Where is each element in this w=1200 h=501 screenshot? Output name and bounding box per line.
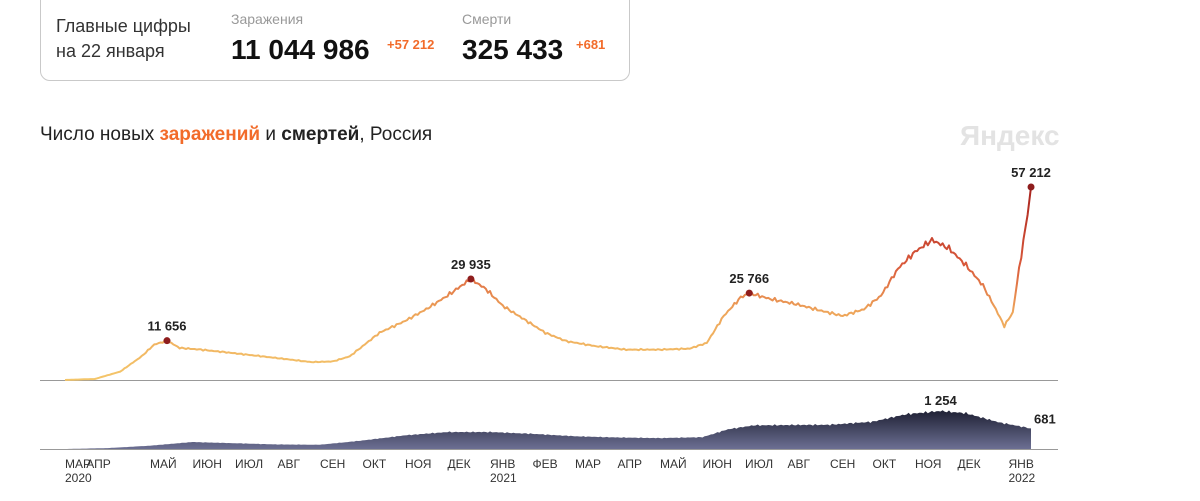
infections-peak-label: 25 766 xyxy=(729,271,769,286)
x-tick-label: ОКТ xyxy=(363,457,387,471)
x-tick-label: АВГ xyxy=(278,457,301,471)
title-text: и xyxy=(260,124,282,145)
yandex-watermark: Яндекс xyxy=(960,120,1060,151)
x-tick-label: АПР xyxy=(86,457,111,471)
infections-label: Заражения xyxy=(231,11,304,27)
deaths-area xyxy=(65,410,1031,449)
x-tick-label: ДЕК xyxy=(958,457,981,471)
x-tick-label: ФЕВ xyxy=(533,457,558,471)
title-text: Число новых xyxy=(40,124,160,145)
title-infections: заражений xyxy=(159,124,261,145)
summary-date: на 22 января xyxy=(56,41,165,61)
x-tick-label: ЯНВ xyxy=(490,457,515,471)
x-tick-label: АВГ xyxy=(788,457,811,471)
x-tick-label: НОЯ xyxy=(405,457,431,471)
deaths-label: Смерти xyxy=(462,11,512,27)
x-tick-label: ОКТ xyxy=(873,457,897,471)
infections-peak-marker xyxy=(467,275,475,283)
x-tick-label: ЯНВ xyxy=(1009,457,1034,471)
x-tick-label: НОЯ xyxy=(915,457,941,471)
summary-card: Главные цифры на 22 января Заражения 11 … xyxy=(40,0,630,81)
x-tick-label: СЕН xyxy=(320,457,345,471)
x-tick-year: 2021 xyxy=(490,471,517,485)
title-text: , Россия xyxy=(359,124,433,145)
x-tick-year: 2020 xyxy=(65,471,92,485)
x-tick-label: АПР xyxy=(618,457,643,471)
x-tick-label: МАЙ xyxy=(150,456,177,471)
infections-line xyxy=(64,186,1032,381)
infections-peak-label: 57 212 xyxy=(1011,165,1051,180)
infections-peak-marker xyxy=(745,289,753,297)
deaths-label: 681 xyxy=(1034,411,1056,426)
chart-title: Число новых заражений и смертей, Россия xyxy=(40,124,432,146)
infections-peak-label: 29 935 xyxy=(451,257,491,272)
x-tick-label: ДЕК xyxy=(448,457,471,471)
title-deaths: смертей xyxy=(281,124,360,145)
deaths-label: 1 254 xyxy=(924,393,957,408)
deaths-delta: +681 xyxy=(576,37,606,52)
x-tick-label: МАР xyxy=(65,457,91,471)
infections-delta: +57 212 xyxy=(387,37,435,52)
x-tick-year: 2022 xyxy=(1009,471,1036,485)
x-tick-label: СЕН xyxy=(830,457,855,471)
x-tick-label: ИЮН xyxy=(193,457,222,471)
infections-peak-label: 11 656 xyxy=(147,319,186,334)
x-tick-label: ИЮЛ xyxy=(235,457,263,471)
infections-total: 11 044 986 xyxy=(231,34,370,65)
infections-peak-marker xyxy=(163,337,171,345)
x-tick-label: ИЮЛ xyxy=(745,457,773,471)
x-tick-label: МАЙ xyxy=(660,456,687,471)
infections-peak-marker xyxy=(1027,183,1035,191)
x-tick-label: МАР xyxy=(575,457,601,471)
summary-heading: Главные цифры xyxy=(56,16,191,36)
deaths-total: 325 433 xyxy=(462,34,564,65)
x-tick-label: ИЮН xyxy=(703,457,732,471)
